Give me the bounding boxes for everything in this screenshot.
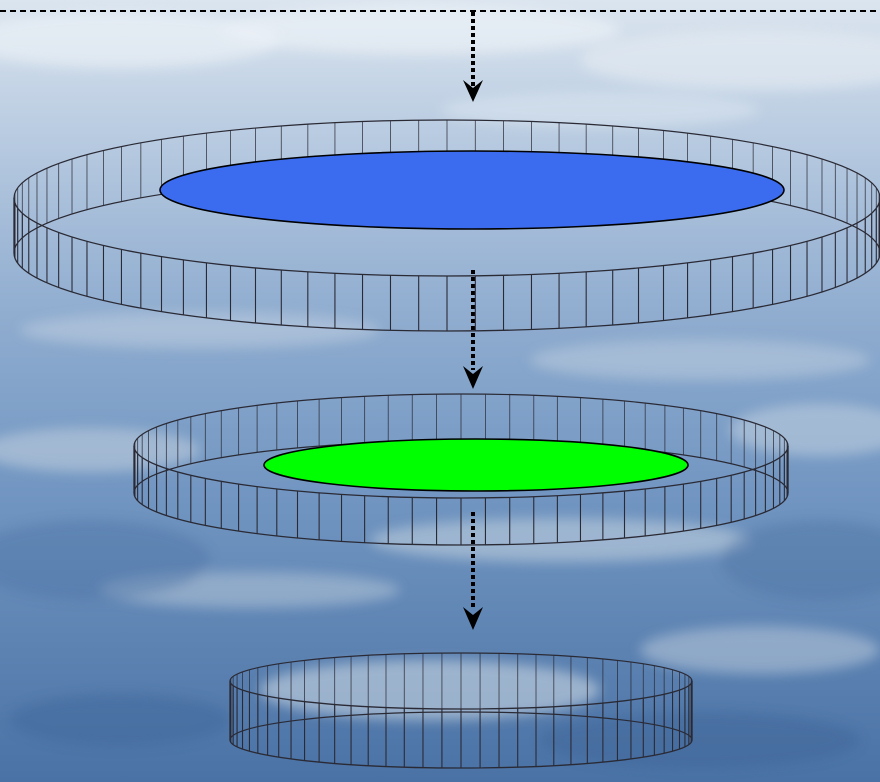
green-disk bbox=[263, 438, 689, 492]
arrow-down-icon-1 bbox=[463, 12, 483, 102]
ring-top-front-edge bbox=[133, 445, 789, 499]
ring-top-back-edge bbox=[133, 393, 789, 447]
ring-small bbox=[229, 652, 693, 769]
arrow-down-icon-3 bbox=[463, 512, 483, 630]
ring-bottom-front-edge bbox=[13, 252, 880, 332]
ring-bottom-front-edge bbox=[133, 492, 789, 546]
ring-top-back-edge bbox=[229, 652, 693, 682]
ring-top-front-edge bbox=[229, 680, 693, 710]
blue-disk bbox=[159, 150, 785, 230]
background-landscape bbox=[0, 5, 880, 768]
ring-medium bbox=[133, 393, 789, 546]
ring-large bbox=[13, 119, 880, 332]
ring-top-back-edge bbox=[13, 119, 880, 199]
ring-top-front-edge bbox=[13, 197, 880, 277]
arrow-down-icon-2 bbox=[463, 270, 483, 389]
ring-bottom-front-edge bbox=[229, 739, 693, 769]
